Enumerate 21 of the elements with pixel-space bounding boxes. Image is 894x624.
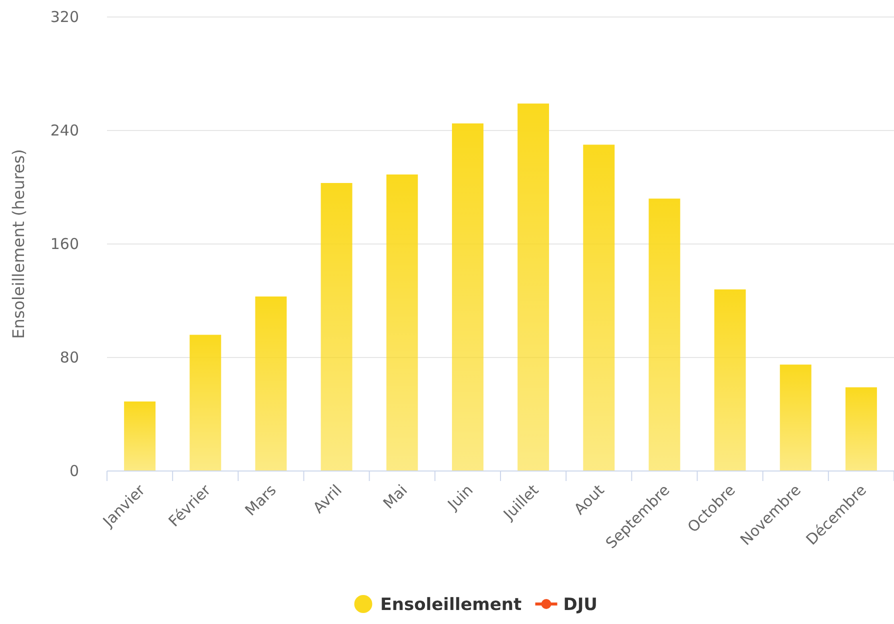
y-tick-label: 0 [69,462,79,480]
bar [518,104,550,471]
legend-label: Ensoleillement [380,595,522,615]
bar [583,144,615,471]
bar [124,401,156,471]
bar [780,364,812,471]
bar [320,182,352,471]
bar [714,289,746,471]
x-tick-label: Mai [380,481,411,512]
bar [845,387,877,471]
bar [452,123,484,471]
y-tick-label: 240 [50,122,79,140]
y-axis-title: Ensoleillement (heures) [9,149,28,339]
y-tick-label: 80 [60,348,79,366]
bar [386,174,418,471]
bar [190,334,222,471]
y-tick-label: 320 [50,8,79,26]
legend-label: DJU [563,595,598,615]
y-tick-label: 160 [50,235,79,253]
bar [648,198,680,471]
bar [255,296,287,471]
